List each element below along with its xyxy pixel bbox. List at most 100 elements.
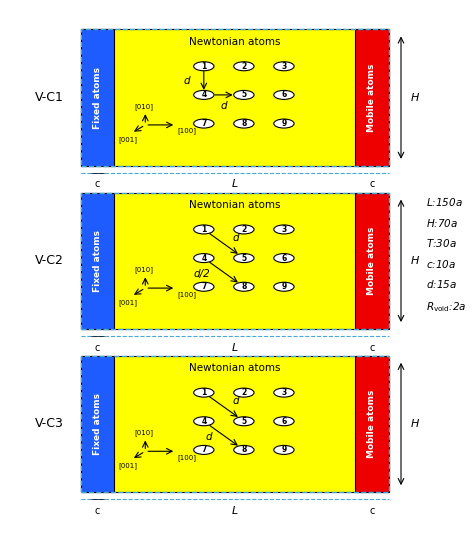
Text: 2: 2 <box>241 388 246 397</box>
Text: 1: 1 <box>201 388 207 397</box>
Text: 9: 9 <box>281 119 287 128</box>
Circle shape <box>234 417 254 426</box>
Circle shape <box>274 62 294 71</box>
Bar <box>81 356 115 492</box>
Circle shape <box>274 388 294 397</box>
Circle shape <box>194 388 214 397</box>
Text: c: c <box>369 343 374 353</box>
Text: 2: 2 <box>241 225 246 234</box>
Text: L: L <box>231 506 238 516</box>
Text: 4: 4 <box>201 254 207 263</box>
Circle shape <box>234 90 254 100</box>
Text: 4: 4 <box>201 90 207 100</box>
Text: Fixed atoms: Fixed atoms <box>93 393 102 455</box>
Text: 2: 2 <box>241 62 246 71</box>
Text: $T$:30$a$: $T$:30$a$ <box>426 237 456 249</box>
Circle shape <box>234 446 254 454</box>
Text: d: d <box>233 233 239 243</box>
Circle shape <box>274 254 294 263</box>
Text: 5: 5 <box>241 90 246 100</box>
Circle shape <box>194 90 214 100</box>
Circle shape <box>234 225 254 234</box>
Circle shape <box>194 254 214 263</box>
Text: 1: 1 <box>201 62 207 71</box>
Text: 6: 6 <box>281 254 287 263</box>
Text: 8: 8 <box>241 119 246 128</box>
Text: 8: 8 <box>241 282 246 291</box>
Circle shape <box>194 119 214 128</box>
Text: 6: 6 <box>281 90 287 100</box>
Text: Fixed atoms: Fixed atoms <box>93 230 102 292</box>
Text: 5: 5 <box>241 254 246 263</box>
Text: 7: 7 <box>201 446 207 454</box>
Text: c: c <box>95 343 100 353</box>
Text: V-C1: V-C1 <box>36 91 64 104</box>
Bar <box>355 193 389 329</box>
Text: 3: 3 <box>281 225 287 234</box>
Text: Newtonian atoms: Newtonian atoms <box>189 37 281 47</box>
Text: [010]: [010] <box>134 266 153 273</box>
Text: 3: 3 <box>281 388 287 397</box>
Text: $c$:10$a$: $c$:10$a$ <box>426 257 456 270</box>
Text: d: d <box>233 396 239 407</box>
Text: 5: 5 <box>241 417 246 426</box>
Text: c: c <box>369 180 374 189</box>
Text: d: d <box>220 101 227 111</box>
Text: d: d <box>183 75 190 86</box>
Circle shape <box>194 62 214 71</box>
Circle shape <box>274 417 294 426</box>
Circle shape <box>274 119 294 128</box>
Text: [100]: [100] <box>178 291 197 297</box>
Circle shape <box>274 90 294 100</box>
Text: 9: 9 <box>281 282 287 291</box>
Text: H: H <box>410 93 419 103</box>
Text: 7: 7 <box>201 119 207 128</box>
Text: 6: 6 <box>281 417 287 426</box>
Text: V-C3: V-C3 <box>36 417 64 431</box>
Text: [100]: [100] <box>178 454 197 461</box>
Text: c: c <box>369 506 374 516</box>
Text: d/2: d/2 <box>194 269 210 279</box>
Text: Mobile atoms: Mobile atoms <box>367 390 376 458</box>
Circle shape <box>194 446 214 454</box>
Text: Newtonian atoms: Newtonian atoms <box>189 363 281 373</box>
Text: L: L <box>231 343 238 353</box>
Text: [001]: [001] <box>119 462 138 469</box>
Text: L: L <box>231 180 238 189</box>
Text: 9: 9 <box>281 446 287 454</box>
Text: $H$:70$a$: $H$:70$a$ <box>426 217 458 228</box>
Text: Fixed atoms: Fixed atoms <box>93 67 102 128</box>
Circle shape <box>234 254 254 263</box>
Text: V-C2: V-C2 <box>36 254 64 268</box>
Text: Mobile atoms: Mobile atoms <box>367 64 376 132</box>
Text: [010]: [010] <box>134 103 153 110</box>
Text: Newtonian atoms: Newtonian atoms <box>189 200 281 210</box>
Circle shape <box>234 282 254 291</box>
Circle shape <box>234 119 254 128</box>
Text: 3: 3 <box>281 62 287 71</box>
Text: Mobile atoms: Mobile atoms <box>367 227 376 295</box>
Circle shape <box>274 446 294 454</box>
Text: 4: 4 <box>201 417 207 426</box>
Text: $L$:150$a$: $L$:150$a$ <box>426 196 463 208</box>
Text: $R_{\rm void}$:2$a$: $R_{\rm void}$:2$a$ <box>426 300 466 314</box>
Circle shape <box>274 225 294 234</box>
Text: 8: 8 <box>241 446 246 454</box>
Circle shape <box>194 225 214 234</box>
Bar <box>81 29 115 166</box>
Text: [010]: [010] <box>134 430 153 436</box>
Text: [001]: [001] <box>119 299 138 306</box>
Text: c: c <box>95 506 100 516</box>
Circle shape <box>194 282 214 291</box>
Text: $d$:15$a$: $d$:15$a$ <box>426 278 456 290</box>
Text: [100]: [100] <box>178 128 197 134</box>
Bar <box>355 356 389 492</box>
Bar <box>81 193 115 329</box>
Text: H: H <box>410 256 419 266</box>
Text: 1: 1 <box>201 225 207 234</box>
Bar <box>355 29 389 166</box>
Circle shape <box>274 282 294 291</box>
Text: H: H <box>410 419 419 429</box>
Text: d: d <box>205 432 212 442</box>
Text: 7: 7 <box>201 282 207 291</box>
